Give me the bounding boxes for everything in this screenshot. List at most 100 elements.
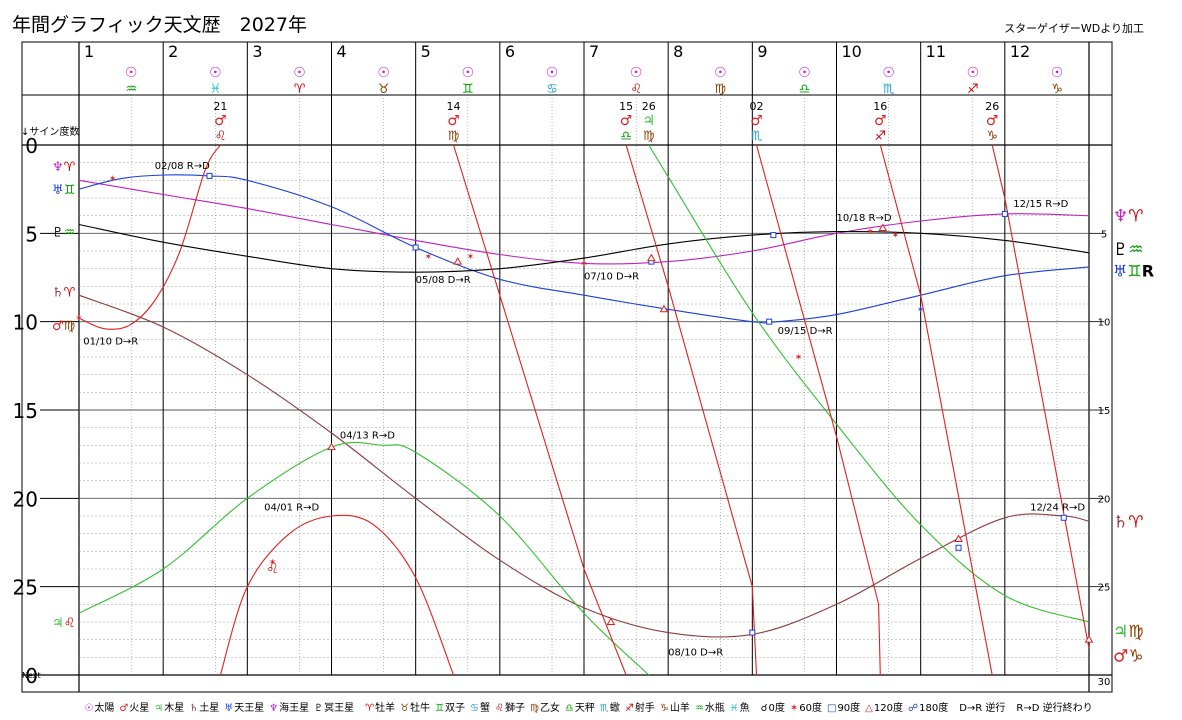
left-planet-label: ♅♊: [52, 183, 75, 198]
legend-item: ♄土星: [189, 703, 219, 714]
aspect-120-marker: [954, 534, 963, 542]
legend-glyph-icon: ♓: [729, 703, 739, 714]
legend-item: ✶60度: [790, 703, 822, 714]
month-label: 2: [168, 42, 178, 61]
sign-axis-label: ↓サイン度数: [21, 125, 79, 138]
legend-item: ♂火星: [119, 703, 149, 714]
legend-label: 太陽: [94, 703, 115, 714]
series-line-jupiter: [78, 441, 650, 676]
aspect-120-marker: [606, 617, 616, 625]
y-tick-label: 0: [25, 664, 38, 688]
legend-label: 魚: [739, 703, 750, 714]
month-label: 12: [1010, 42, 1030, 61]
legend-item: ♊双子: [435, 703, 465, 714]
legend-label: 蟹: [480, 703, 491, 714]
aspect-60-marker: ✶: [866, 228, 874, 238]
legend-item: □90度: [827, 703, 860, 714]
aspect-90-marker: [412, 244, 419, 251]
ingress-planet-icon: ♂: [447, 113, 460, 129]
legend-glyph-icon: ♃: [154, 703, 164, 714]
aspect-60-marker: ✶: [795, 353, 803, 363]
legend-label: 木星: [164, 703, 185, 714]
sign-icon: ♏: [883, 82, 895, 97]
station-label: 02/08 R→D: [155, 161, 210, 172]
ingress-day: 16: [873, 100, 887, 113]
legend-label: 山羊: [669, 703, 690, 714]
aspect-60-marker: ✶: [467, 252, 475, 262]
right-planet-label: ♅♊R: [1113, 261, 1154, 280]
legend-label: 0度: [768, 703, 785, 714]
aspect-120-marker: [659, 304, 669, 313]
aspect-90-marker: [206, 172, 213, 179]
y-tick-label: 10: [13, 311, 38, 335]
legend-label: 土星: [199, 703, 220, 714]
y-tick-label: 20: [13, 487, 38, 511]
aspect-120-marker: [646, 253, 656, 262]
aspect-60-marker: ✶: [892, 231, 900, 241]
y-tick-label: 25: [13, 576, 38, 600]
aspect-90-marker: [770, 232, 777, 239]
sun-icon: ☉: [967, 65, 980, 81]
legend-glyph-icon: ♏: [599, 703, 609, 714]
legend-note: R→D 逆行終わり: [1016, 703, 1093, 714]
month-label: 4: [337, 42, 347, 61]
legend-glyph-icon: ♉: [400, 703, 410, 714]
legend-item: ☍180度: [908, 703, 948, 714]
ingress-sign-icon: ♏: [751, 129, 763, 144]
y-tick-label: 15: [13, 399, 38, 423]
credit-label: スターゲイザーWDより加工: [1004, 22, 1144, 35]
station-label: 09/15 D→R: [778, 326, 833, 337]
ingress-planet-icon: ♂: [874, 113, 887, 129]
aspect-120-marker: [453, 257, 463, 265]
legend-glyph-icon: ☌: [760, 703, 768, 714]
legend-item: ♉牡牛: [400, 703, 430, 714]
sign-icon: ♎: [799, 82, 811, 97]
aspect-60-marker: ✶: [917, 305, 925, 315]
legend-item: ♓魚: [730, 703, 750, 714]
chart-frame: [21, 41, 1113, 693]
aspect-90-marker: [766, 318, 773, 325]
y-tick-label-right: 10: [1098, 318, 1111, 329]
legend-glyph-icon: ☍: [907, 703, 919, 714]
legend-item: ♈牡羊: [365, 703, 395, 714]
ingress-planet-icon: ♂: [620, 113, 633, 129]
ingress-day: 21: [213, 100, 227, 113]
ingress-day: 26: [642, 100, 656, 113]
next-label: Next: [22, 671, 41, 680]
ingress-day: 26: [985, 100, 999, 113]
sign-icon: ♋: [546, 82, 558, 97]
legend-label: 乙女: [539, 703, 560, 714]
legend-glyph-icon: ♈: [365, 703, 375, 714]
legend-label: 射手: [634, 703, 655, 714]
station-label: 08/10 D→R: [668, 648, 723, 659]
legend-label: 120度: [873, 703, 903, 714]
legend-glyph-icon: ✶: [789, 703, 799, 714]
ingress-sign-icon: ♌: [215, 129, 227, 144]
aspect-90-marker: [1001, 210, 1008, 217]
y-tick-label: 0: [25, 134, 38, 158]
legend-label: 天王星: [234, 703, 265, 714]
series-line-mars: [452, 144, 627, 676]
y-tick-label: 5: [25, 222, 38, 246]
legend-item: ♆海王星: [269, 703, 309, 714]
legend-glyph-icon: ♊: [435, 703, 445, 714]
legend-glyph-icon: ♂: [119, 703, 129, 714]
sign-icon: ♓: [210, 82, 222, 97]
legend-glyph-icon: ♅: [224, 703, 234, 714]
y-tick-label-right: 20: [1098, 494, 1111, 505]
y-tick-label-right: 25: [1098, 583, 1111, 594]
station-label: 04/13 R→D: [340, 430, 395, 441]
ingress-sign-icon: ♍: [448, 129, 460, 144]
ingress-day: 14: [447, 100, 461, 113]
sun-icon: ☉: [209, 65, 222, 81]
legend-label: 海王星: [279, 703, 310, 714]
legend-label: 双子: [445, 703, 466, 714]
sign-icon: ♌: [630, 82, 642, 97]
aspect-markers: ✶ ✶ ✶ ✶ ✶ ✶ ✶ ✶ ✶ ✶: [75, 172, 1094, 643]
sign-icon: ♉: [378, 82, 390, 97]
legend-item: ♍乙女: [530, 703, 560, 714]
legend-glyph-icon: ♌: [495, 703, 504, 714]
month-label: 6: [505, 42, 515, 61]
legend-item: ♌獅子: [495, 703, 525, 714]
month-label: 5: [421, 42, 431, 61]
